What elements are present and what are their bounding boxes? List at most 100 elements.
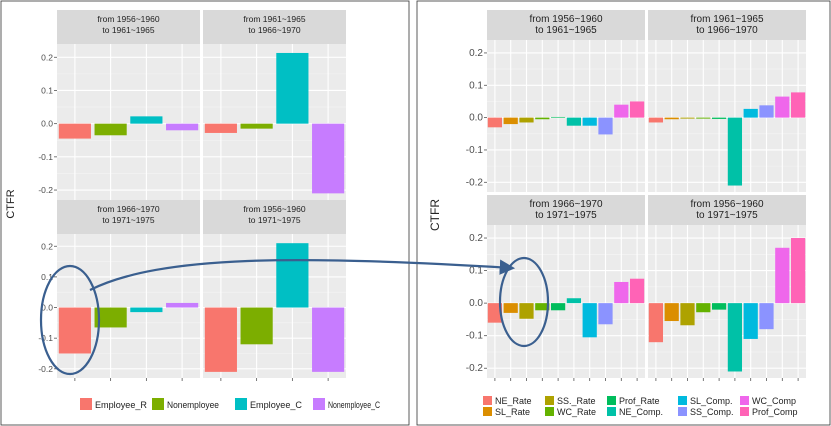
facet-strip-label: to 1971~1975 [102,215,155,225]
left-highlight-ellipse [39,264,101,376]
y-tick-label: 0.0 [41,303,53,313]
right-figure-frame [416,0,831,426]
facet-strip-label: to 1961~1965 [102,25,155,35]
bar-prof_rate [711,117,727,119]
left-ylabel: CTFR [5,189,17,218]
bar-employee_c [130,307,163,313]
facet-strip-label: from 1956~1960 [97,14,159,24]
facet-strip-label: from 1956~1960 [243,204,305,214]
facet-strip [648,10,806,40]
bar-employee_r [58,123,91,139]
legend-label: SL_Rate [495,407,530,417]
y-tick-label: -0.1 [466,145,484,156]
facet-strip [203,10,346,44]
legend-key [740,396,749,405]
right-ylabel: CTFR [428,199,442,231]
bar-employee_c [276,243,309,308]
bar-employee_r [204,123,237,133]
facet-strip-label: from 1966~1970 [97,204,159,214]
legend-label: SS_Comp. [690,407,734,417]
bar-wc_comp [614,281,629,304]
facet-strip-label: from 1956~1960 [529,14,603,25]
legend-key [313,398,325,410]
y-tick-label: 0.1 [41,272,53,282]
legend-key [545,407,554,416]
y-tick-label: 0.0 [469,298,483,309]
left-legend: Employee_R Nonemployee Employee_C Nonemploy… [80,398,380,410]
y-tick-label: 0.2 [41,241,53,251]
facet-strip-label: to 1966~1970 [248,25,301,35]
y-tick-label: -0.2 [466,363,484,374]
bar-ne_comp [566,298,582,304]
legend-label: Employee_C [250,400,302,410]
y-tick-label: -0.2 [38,364,53,374]
y-tick-label: 0.2 [469,48,483,59]
bar-wc_comp [775,96,790,118]
y-tick-label: 0.1 [41,85,53,95]
legend-label: SL_Comp. [690,396,733,406]
bar-ss_comp2 [598,117,613,135]
bar-employee_r [204,307,237,372]
bar-wc_rate [696,303,711,313]
facet-strip [57,10,200,44]
facet-strip-label: from 1961~1965 [690,14,764,25]
bar-sl_rate [664,303,679,322]
legend-label: WC_Rate [557,407,596,417]
bar-prof_comp [790,238,806,304]
bar-ss_rate [680,117,695,119]
legend-key [678,407,687,416]
legend-key [483,407,492,416]
facet-strip [648,195,806,225]
bar-employee_c [276,52,309,124]
facet-strip-label: to 1971~1975 [248,215,301,225]
bar-sl_rate [503,303,518,313]
bar-prof_comp [629,101,645,118]
legend-label: Prof_Comp [752,407,798,417]
bar-prof_comp [629,278,645,304]
bar-employee_c [130,116,163,124]
bar-sl_comp [743,108,758,118]
legend-key [483,396,492,405]
y-tick-label: 0.1 [469,266,483,277]
y-tick-label: -0.1 [38,333,53,343]
facet-strip-label: from 1966~1970 [529,199,603,210]
bar-wc_comp [775,247,790,304]
y-tick-label: -0.1 [38,152,53,162]
y-tick-label: 0.1 [469,80,483,91]
legend-key [678,396,687,405]
legend-label: Prof_Rate [619,396,660,406]
y-tick-label: -0.2 [466,177,484,188]
legend-label: Nonemployee [167,400,219,410]
left-figure-frame [0,0,410,426]
bar-prof_comp [790,92,806,118]
legend-label: Employee_R [95,400,147,410]
facet-strip-label: from 1956~1960 [690,199,764,210]
legend-key [607,407,616,416]
y-tick-label: 0.0 [41,119,53,129]
bar-ss_rate [519,117,534,123]
bar-ne_rate [487,117,503,128]
facet-strip-label: from 1961~1965 [243,14,305,24]
bar-nonemployee [94,307,127,328]
bar-ss_comp2 [759,303,774,330]
y-tick-label: 0.2 [469,233,483,244]
bar-sl_comp [582,303,597,338]
bar-wc_comp [614,104,629,118]
bar-ss_comp2 [598,303,613,325]
legend-label: NE_Comp. [619,407,663,417]
bar-nonemployee_c [312,307,345,372]
y-tick-label: -0.2 [38,185,53,195]
bar-ne_rate [648,117,664,123]
bar-ne_rate [648,303,664,343]
bar-nonemployee_c [166,123,199,131]
y-tick-label: -0.1 [466,331,484,342]
bar-sl_rate [503,117,518,125]
bar-sl_comp [582,117,597,126]
facet-strip-label: to 1966~1970 [696,25,758,36]
bar-ne_rate [487,303,503,323]
bar-prof_rate [711,303,727,310]
facet-strip [487,195,645,225]
